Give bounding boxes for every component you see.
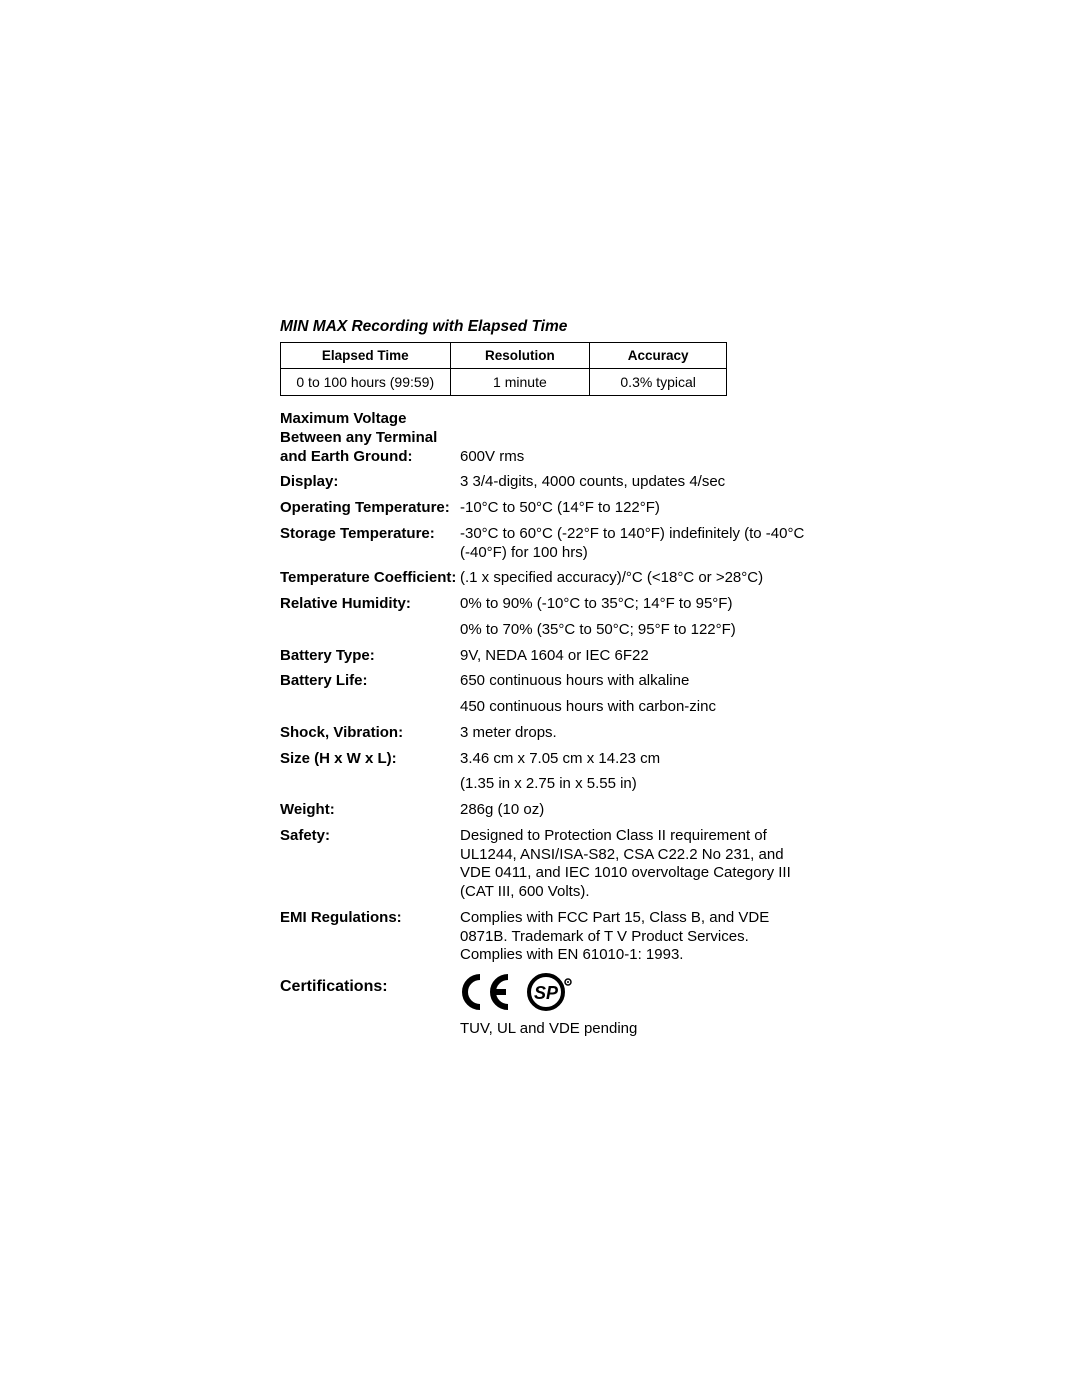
col-elapsed-time: Elapsed Time (281, 343, 451, 369)
spec-row: Storage Temperature:-30°C to 60°C (-22°F… (280, 525, 810, 563)
spec-row: 450 continuous hours with carbon-zinc (280, 698, 810, 717)
spec-label (280, 621, 460, 640)
cell-resolution: 1 minute (450, 369, 590, 396)
spec-row: (1.35 in x 2.75 in x 5.55 in) (280, 775, 810, 794)
spec-label: Operating Temperature: (280, 499, 460, 518)
spec-label: Maximum VoltageBetween any Terminaland E… (280, 410, 460, 466)
spec-value: 3 meter drops. (460, 724, 810, 743)
spec-value: -10°C to 50°C (14°F to 122°F) (460, 499, 810, 518)
spec-value: 0% to 90% (-10°C to 35°C; 14°F to 95°F) (460, 595, 810, 614)
cell-accuracy: 0.3% typical (590, 369, 727, 396)
certifications-label: Certifications: (280, 972, 460, 996)
spec-label: EMI Regulations: (280, 909, 460, 928)
spec-row: Relative Humidity:0% to 90% (-10°C to 35… (280, 595, 810, 614)
spec-label: Weight: (280, 801, 460, 820)
spec-row: 0% to 70% (35°C to 50°C; 95°F to 122°F) (280, 621, 810, 640)
spec-row: Operating Temperature:-10°C to 50°C (14°… (280, 499, 810, 518)
table-header-row: Elapsed Time Resolution Accuracy (281, 343, 727, 369)
spec-value: 600V rms (460, 448, 810, 467)
elapsed-time-table: Elapsed Time Resolution Accuracy 0 to 10… (280, 342, 727, 396)
spec-label: Display: (280, 473, 460, 492)
spec-value: 3.46 cm x 7.05 cm x 14.23 cm (460, 750, 810, 769)
spec-value: 450 continuous hours with carbon-zinc (460, 698, 810, 717)
spec-label: Temperature Coefficient: (280, 569, 460, 588)
spec-label: Shock, Vibration: (280, 724, 460, 743)
spec-row: Battery Type:9V, NEDA 1604 or IEC 6F22 (280, 647, 810, 666)
spec-label: Size (H x W x L): (280, 750, 460, 769)
cell-elapsed-time: 0 to 100 hours (99:59) (281, 369, 451, 396)
spec-value: (.1 x specified accuracy)/°C (<18°C or >… (460, 569, 810, 588)
spec-label: Battery Type: (280, 647, 460, 666)
table-row: 0 to 100 hours (99:59) 1 minute 0.3% typ… (281, 369, 727, 396)
spec-label: Battery Life: (280, 672, 460, 691)
ce-mark-icon (460, 973, 516, 1011)
spec-value: 0% to 70% (35°C to 50°C; 95°F to 122°F) (460, 621, 810, 640)
spec-value: (1.35 in x 2.75 in x 5.55 in) (460, 775, 810, 794)
spec-value: Complies with FCC Part 15, Class B, and … (460, 909, 810, 965)
certifications-pending: TUV, UL and VDE pending (460, 1020, 810, 1037)
col-resolution: Resolution (450, 343, 590, 369)
spec-row: Battery Life:650 continuous hours with a… (280, 672, 810, 691)
spec-label: Relative Humidity: (280, 595, 460, 614)
spec-value: 650 continuous hours with alkaline (460, 672, 810, 691)
certifications-row: Certifications: SP (280, 972, 810, 1012)
spec-list: Maximum VoltageBetween any Terminaland E… (280, 410, 810, 965)
spec-label (280, 775, 460, 794)
spec-value: Designed to Protection Class II requirem… (460, 827, 810, 902)
spec-label: Safety: (280, 827, 460, 846)
spec-row: Shock, Vibration:3 meter drops. (280, 724, 810, 743)
spec-document: MIN MAX Recording with Elapsed Time Elap… (280, 318, 810, 1037)
spec-row: EMI Regulations:Complies with FCC Part 1… (280, 909, 810, 965)
spec-value: 286g (10 oz) (460, 801, 810, 820)
csa-sp-mark-icon: SP (526, 972, 574, 1012)
spec-value: 9V, NEDA 1604 or IEC 6F22 (460, 647, 810, 666)
svg-text:SP: SP (534, 983, 559, 1003)
certification-icons: SP (460, 972, 574, 1012)
spec-row: Size (H x W x L):3.46 cm x 7.05 cm x 14.… (280, 750, 810, 769)
spec-row: Weight:286g (10 oz) (280, 801, 810, 820)
spec-row: Display:3 3/4-digits, 4000 counts, updat… (280, 473, 810, 492)
spec-label (280, 698, 460, 717)
spec-row: Temperature Coefficient:(.1 x specified … (280, 569, 810, 588)
spec-row: Safety:Designed to Protection Class II r… (280, 827, 810, 902)
spec-value: -30°C to 60°C (-22°F to 140°F) indefinit… (460, 525, 810, 563)
spec-value: 3 3/4-digits, 4000 counts, updates 4/sec (460, 473, 810, 492)
col-accuracy: Accuracy (590, 343, 727, 369)
section-title: MIN MAX Recording with Elapsed Time (280, 318, 810, 336)
spec-label: Storage Temperature: (280, 525, 460, 544)
spec-row: Maximum VoltageBetween any Terminaland E… (280, 410, 810, 466)
